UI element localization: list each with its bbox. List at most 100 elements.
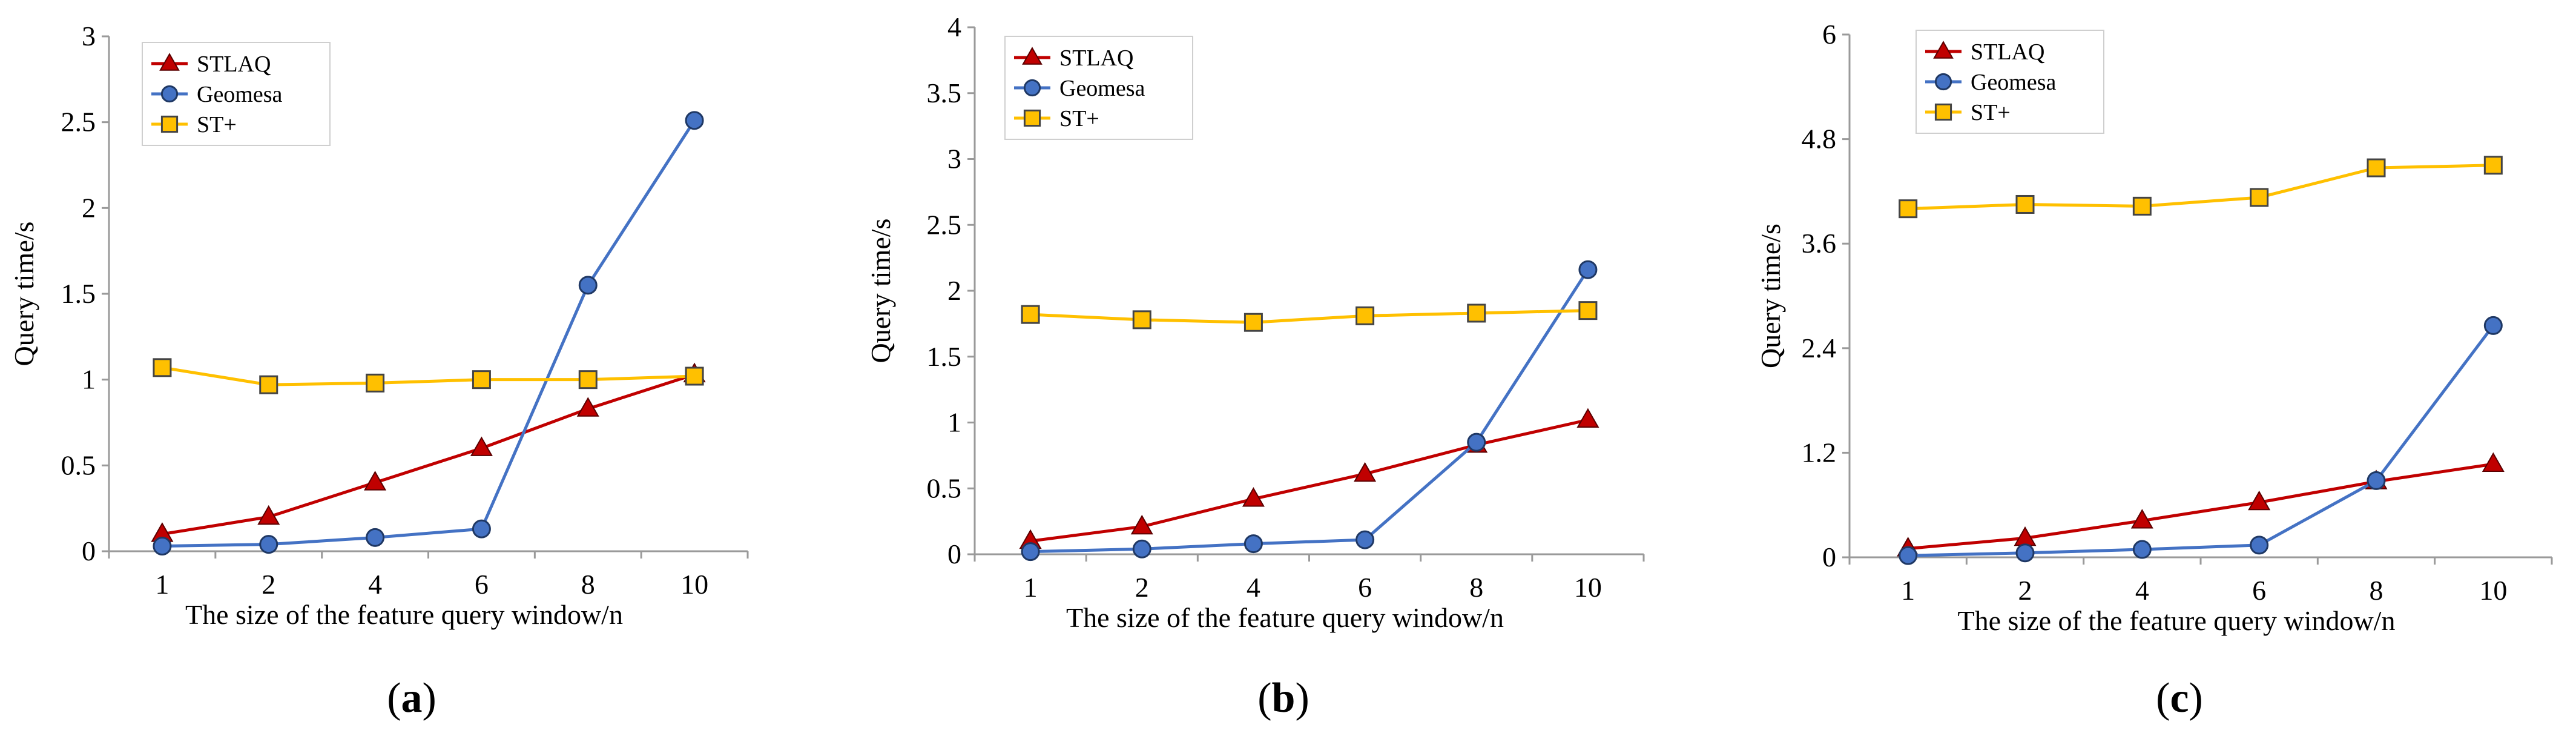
panel-label-letter: b [1272,675,1296,721]
marker-square [1244,313,1263,332]
x-tick-label: 10 [2479,575,2507,606]
y-tick-label: 4 [947,12,961,42]
y-tick-label: 0 [82,535,96,566]
panel-label-letter: a [401,675,423,721]
y-tick-label: 2.4 [1802,333,1837,363]
marker-triangle [2482,452,2505,472]
y-tick-label: 0.5 [927,472,962,503]
series-line-geomesa [1908,324,2495,557]
marker-square [160,115,179,133]
marker-triangle [1130,514,1153,535]
x-axis-label: The size of the feature query window/n [185,599,623,630]
marker-square [1899,199,1918,219]
marker-circle [472,519,491,539]
y-axis-label: Query time/s [8,222,39,366]
legend-label: STLAQ [1059,45,1133,71]
x-axis-label: The size of the feature query window/n [1066,602,1504,633]
y-tick-label: 1 [947,407,961,438]
y-tick-label: 1.5 [61,278,96,309]
y-tick-label: 4.8 [1802,124,1837,154]
x-tick-label: 8 [581,569,595,600]
marker-triangle [1242,487,1265,507]
x-tick-label: 6 [475,569,489,600]
series-line-st- [162,366,695,386]
chart-panel-b: 0 0.5 1 1.5 2 2.5 3 3.5 4 1 2 4 6 8 10 The size of the … [865,12,1645,721]
panel-label-open: ( [387,675,401,721]
marker-square [685,366,704,386]
series-line-st- [1030,309,1588,324]
marker-circle [1899,546,1918,565]
y-tick-label: 1 [82,364,96,395]
marker-triangle [576,397,599,417]
marker-square [472,370,491,390]
series-line-stlaq [1908,462,2494,551]
y-tick-label: 1.2 [1802,437,1837,468]
x-tick-label: 10 [1574,572,1602,603]
marker-square [1356,306,1375,325]
marker-triangle [470,436,493,456]
marker-square [1578,301,1598,320]
marker-circle [2015,543,2035,563]
y-tick-label: 1.5 [927,341,962,372]
y-tick-label: 3.6 [1802,228,1837,259]
legend-label: ST+ [1971,100,2011,125]
y-tick-label: 0 [1822,542,1836,572]
marker-square [2015,194,2035,214]
marker-circle [1356,530,1375,549]
marker-triangle [2248,490,2271,511]
marker-circle [1023,79,1041,97]
marker-circle [366,528,385,547]
marker-square [259,375,278,394]
marker-triangle [1576,408,1599,428]
marker-square [366,373,385,393]
panel-label-close: ) [423,675,436,721]
marker-triangle [257,505,280,525]
panel-label-close: ) [2189,675,2203,721]
chart-panel-a: 0 0.5 1 1.5 2 2.5 3 1 2 4 6 8 10 The size of the feat… [8,21,749,721]
marker-circle [153,537,172,555]
marker-square [1023,109,1041,127]
legend-label: STLAQ [1971,39,2044,65]
x-tick-label: 2 [1135,572,1149,603]
marker-circle [685,111,704,130]
marker-square [1934,103,1952,121]
legend-label: Geomesa [197,82,283,107]
x-tick-label: 4 [2135,575,2149,606]
marker-square [1021,305,1040,324]
x-tick-label: 4 [368,569,382,600]
marker-square [153,358,172,377]
x-tick-label: 2 [262,569,275,600]
y-tick-label: 2 [947,275,961,306]
legend-label: Geomesa [1971,70,2057,95]
panel-label: (a) [387,675,436,721]
y-axis-label: Query time/s [865,219,896,363]
y-tick-label: 2.5 [927,209,962,240]
y-tick-label: 3 [947,144,961,174]
y-tick-label: 3.5 [927,78,962,108]
x-tick-label: 4 [1247,572,1260,603]
legend-label: ST+ [1059,106,1099,131]
x-tick-label: 8 [2370,575,2383,606]
y-tick-label: 0.5 [61,449,96,480]
x-tick-label: 1 [155,569,169,600]
y-tick-label: 3 [82,21,96,51]
series-line-st- [1908,164,2494,211]
marker-triangle [1354,462,1377,482]
marker-square [1132,310,1151,330]
legend-label: Geomesa [1059,76,1145,101]
marker-square [578,370,598,390]
marker-circle [2483,316,2503,335]
marker-square [2483,156,2503,175]
chart-panel-c: 0 1.2 2.4 3.6 4.8 6 1 2 4 6 8 10 The size of the fea… [1755,19,2553,721]
x-tick-label: 1 [1024,572,1038,603]
panel-label: (b) [1257,675,1309,721]
marker-square [2367,158,2386,177]
y-axis-label: Query time/s [1755,224,1786,368]
x-tick-label: 1 [1901,575,1915,606]
marker-square [1467,303,1486,323]
panel-label-close: ) [1295,675,1309,721]
marker-circle [578,276,598,295]
marker-circle [2367,471,2386,490]
y-tick-label: 2 [82,192,96,223]
